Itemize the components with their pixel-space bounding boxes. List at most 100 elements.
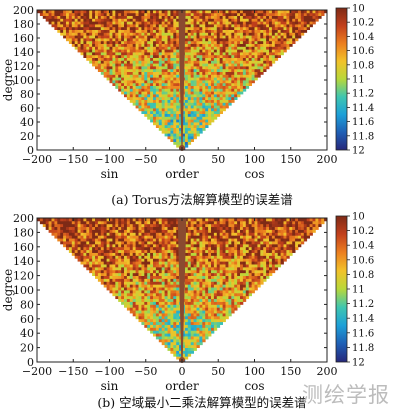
spectrum-cell: [121, 258, 125, 262]
spectrum-cell: [196, 264, 200, 268]
spectrum-cell: [86, 223, 90, 228]
spectrum-cell: [132, 284, 136, 288]
spectrum-cell: [300, 26, 305, 30]
spectrum-cell: [184, 29, 189, 33]
spectrum-cell: [176, 264, 180, 268]
spectrum-cell: [184, 57, 189, 61]
spectrum-cell: [126, 275, 131, 279]
spectrum-cell: [240, 246, 244, 251]
spectrum-cell: [251, 278, 255, 282]
spectrum-cell: [80, 26, 84, 30]
spectrum-cell: [254, 261, 258, 265]
spectrum-cell: [277, 241, 281, 245]
spectrum-cell: [173, 295, 177, 300]
spectrum-cell: [144, 63, 148, 67]
spectrum-cell: [106, 68, 110, 72]
spectrum-cell: [196, 333, 200, 337]
spectrum-cell: [97, 66, 102, 70]
spectrum-cell: [196, 307, 200, 311]
spectrum-cell: [190, 246, 194, 251]
spectrum-cell: [234, 304, 238, 308]
spectrum-cell: [242, 292, 247, 297]
spectrum-cell: [115, 292, 119, 297]
spectrum-cell: [190, 46, 194, 50]
spectrum-cell: [158, 301, 163, 305]
spectrum-cell: [170, 74, 174, 78]
spectrum-cell: [155, 60, 160, 64]
spectrum-cell: [77, 243, 81, 248]
spectrum-cell: [242, 284, 247, 288]
spectrum-cell: [225, 38, 229, 42]
spectrum-cell: [138, 71, 142, 75]
spectrum-cell: [277, 38, 281, 42]
spectrum-cell: [153, 287, 157, 291]
spectrum-cell: [213, 29, 218, 33]
spectrum-cell: [208, 54, 212, 58]
spectrum-cell: [167, 68, 171, 72]
spectrum-cell: [126, 12, 131, 16]
spectrum-cell: [199, 130, 203, 134]
spectrum-cell: [271, 226, 276, 230]
spectrum-cell: [150, 94, 154, 98]
spectrum-cell: [260, 281, 264, 285]
spectrum-cell: [193, 292, 197, 297]
spectrum-cell: [245, 252, 250, 256]
spectrum-cell: [147, 63, 151, 67]
spectrum-cell: [124, 275, 128, 279]
spectrum-cell: [184, 290, 189, 294]
spectrum-cell: [135, 295, 139, 300]
spectrum-cell: [266, 15, 270, 19]
spectrum-cell: [300, 226, 305, 230]
spectrum-cell: [161, 10, 165, 14]
spectrum-cell: [271, 229, 276, 233]
spectrum-cell: [271, 232, 276, 236]
spectrum-cell: [118, 85, 122, 89]
spectrum-cell: [173, 57, 177, 61]
spectrum-cell: [161, 298, 165, 302]
spectrum-cell: [155, 119, 160, 123]
spectrum-cell: [213, 307, 218, 311]
spectrum-cell: [257, 21, 261, 25]
spectrum-cell: [187, 304, 192, 308]
spectrum-cell: [190, 301, 194, 305]
spectrum-cell: [86, 246, 90, 251]
spectrum-cell: [83, 264, 87, 268]
spectrum-cell: [283, 235, 287, 239]
spectrum-cell: [112, 241, 116, 245]
spectrum-cell: [254, 43, 258, 47]
spectrum-cell: [245, 54, 250, 58]
spectrum-cell: [231, 249, 235, 253]
spectrum-cell: [187, 133, 192, 137]
spectrum-cell: [126, 264, 131, 268]
spectrum-cell: [193, 298, 197, 302]
spectrum-cell: [228, 24, 232, 28]
spectrum-cell: [150, 249, 154, 253]
spectrum-cell: [225, 252, 229, 256]
spectrum-cell: [251, 40, 255, 44]
spectrum-cell: [63, 229, 67, 233]
spectrum-cell: [124, 241, 128, 245]
spectrum-cell: [248, 252, 252, 256]
spectrum-cell: [242, 232, 247, 236]
spectrum-cell: [199, 310, 203, 314]
spectrum-cell: [263, 38, 267, 42]
spectrum-cell: [158, 333, 163, 337]
spectrum-cell: [100, 68, 105, 72]
spectrum-cell: [269, 229, 273, 233]
spectrum-cell: [274, 252, 279, 256]
spectrum-cell: [184, 235, 189, 239]
spectrum-cell: [124, 290, 128, 294]
spectrum-cell: [153, 264, 157, 268]
spectrum-cell: [231, 261, 235, 265]
spectrum-cell: [208, 298, 212, 302]
spectrum-cell: [161, 315, 165, 320]
spectrum-cell: [115, 290, 119, 294]
spectrum-cell: [155, 71, 160, 75]
spectrum-cell: [86, 12, 90, 16]
spectrum-cell: [144, 304, 148, 308]
spectrum-cell: [216, 60, 221, 64]
spectrum-cell: [95, 29, 99, 33]
spectrum-cell: [147, 18, 151, 22]
spectrum-cell: [164, 12, 168, 16]
spectrum-cell: [153, 12, 157, 16]
